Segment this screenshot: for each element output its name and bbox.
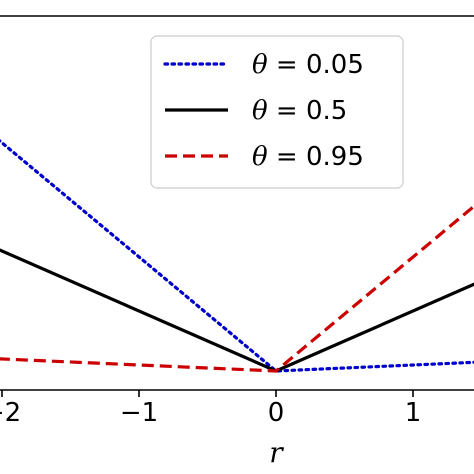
x-tick-label: 1 — [405, 398, 422, 428]
x-tick-label: −1 — [120, 398, 158, 428]
x-axis-label: r — [269, 436, 284, 469]
legend-label-1: θ = 0.5 — [252, 96, 347, 126]
x-tick-label: 0 — [268, 398, 285, 428]
legend: θ = 0.05 θ = 0.5 θ = 0.95 — [150, 35, 404, 189]
legend-label-2: θ = 0.95 — [252, 142, 364, 172]
legend-label-0: θ = 0.05 — [252, 50, 364, 80]
legend-box — [150, 35, 404, 189]
series-line-0 — [0, 139, 474, 373]
plot-frame — [0, 15, 474, 391]
x-tick-label: −2 — [0, 398, 21, 428]
series-lines — [0, 139, 474, 373]
series-line-2 — [0, 204, 474, 373]
x-axis-ticks: −2 −1 0 1 — [0, 390, 421, 428]
